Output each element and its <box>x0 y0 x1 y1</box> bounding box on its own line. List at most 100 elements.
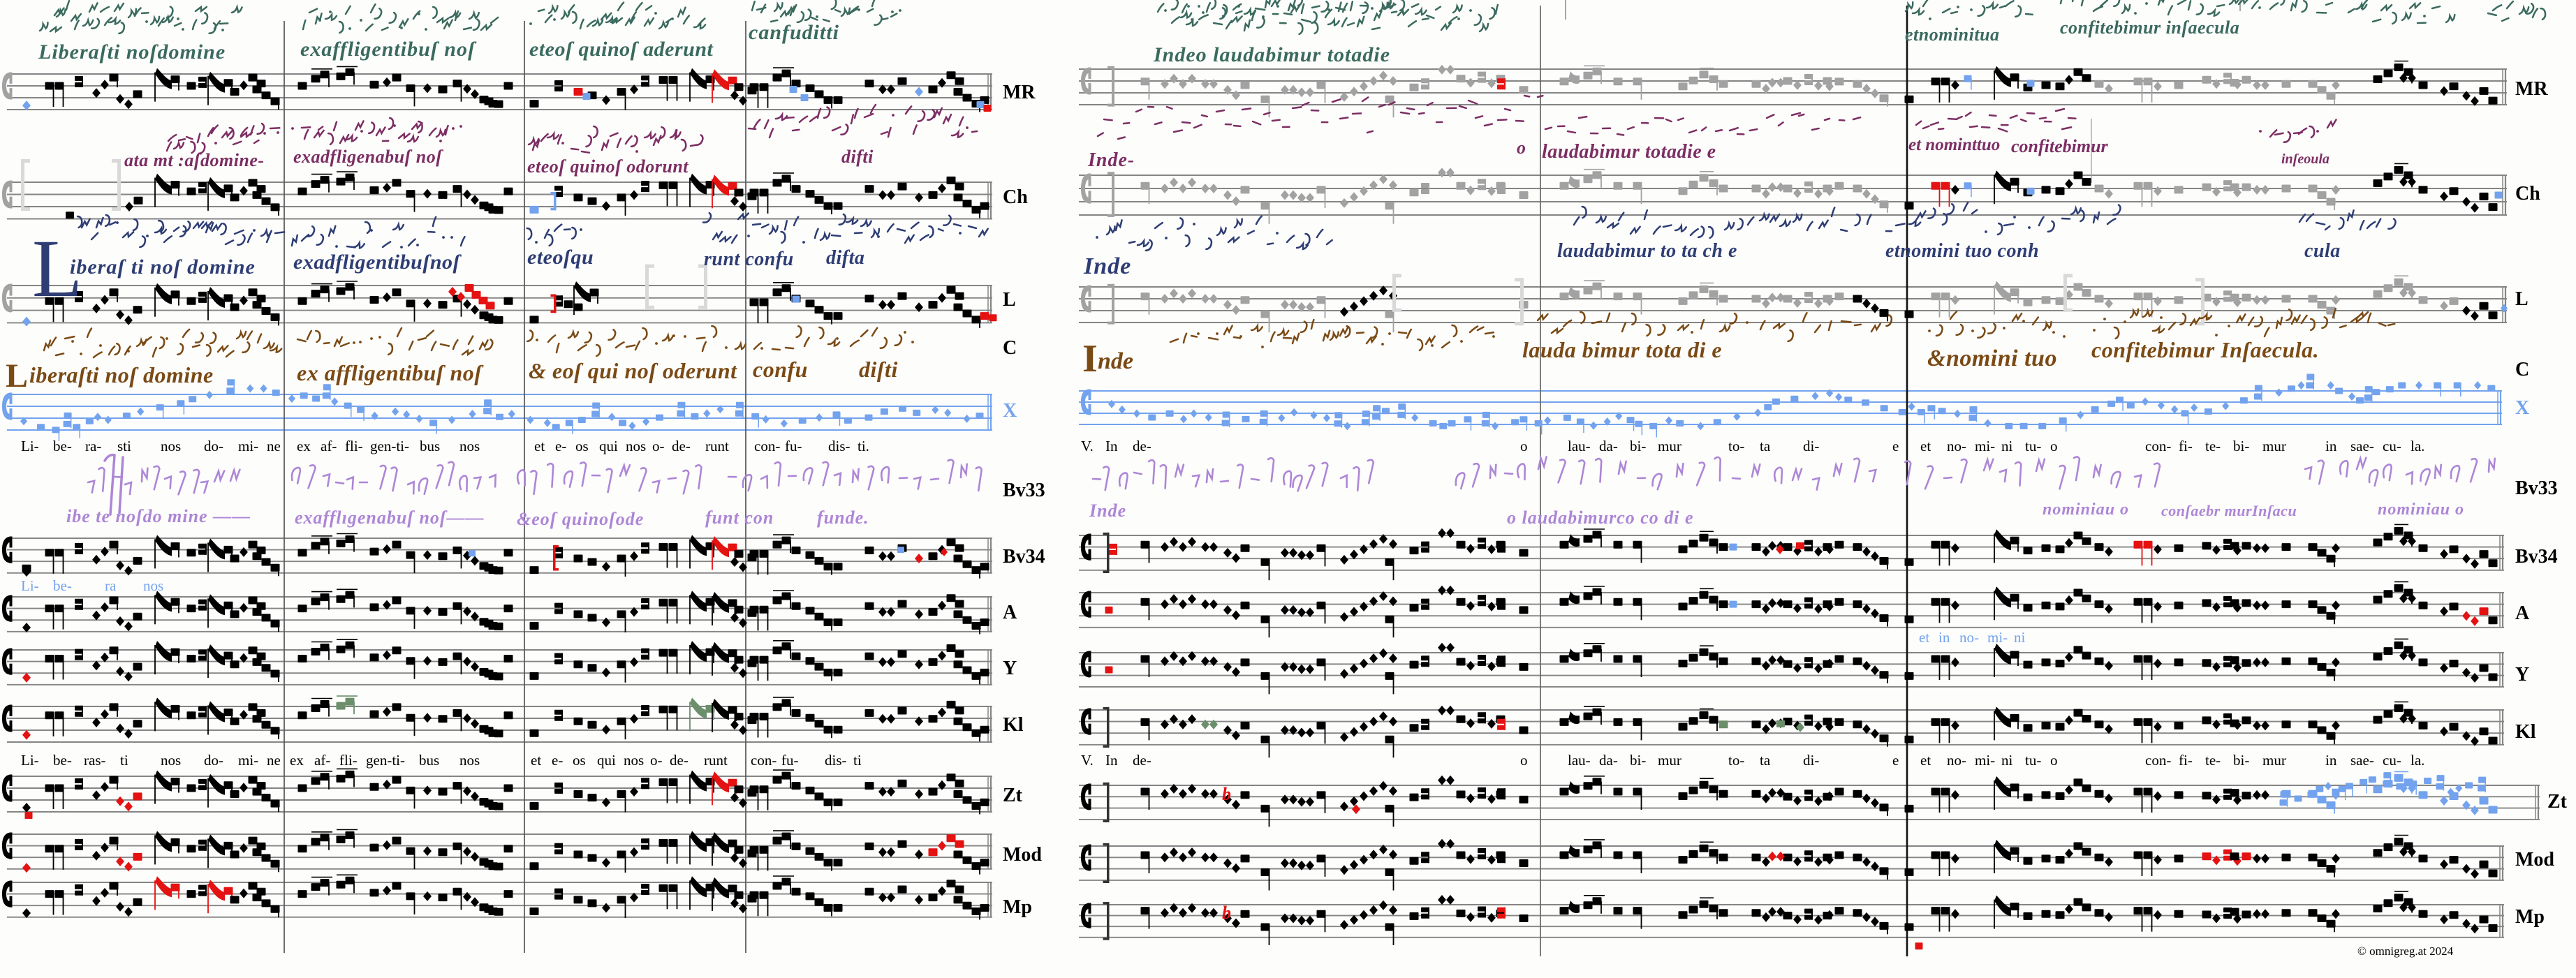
svg-text:de-: de- <box>1133 438 1151 454</box>
svg-text:exaffligentibuſ noſ: exaffligentibuſ noſ <box>300 38 477 61</box>
svg-text:de-: de- <box>670 752 689 769</box>
svg-text:ata mt :aſdomine-: ata mt :aſdomine- <box>124 150 265 170</box>
svg-text:fi-: fi- <box>2179 438 2193 454</box>
svg-text:fu-: fu- <box>781 752 799 769</box>
svg-text:to-: to- <box>1728 752 1744 769</box>
svg-text:ta: ta <box>1760 438 1771 454</box>
svg-text:eteoſqu: eteoſqu <box>527 246 594 269</box>
svg-text:to-: to- <box>1728 438 1744 454</box>
svg-text:runt confu: runt confu <box>704 249 794 270</box>
svg-text:la.: la. <box>2411 438 2424 454</box>
svg-text:no-: no- <box>1947 752 1966 769</box>
svg-text:sti: sti <box>117 438 131 454</box>
svg-text:Y: Y <box>1003 658 1017 679</box>
svg-text:bi-: bi- <box>1630 752 1646 769</box>
svg-text:difta: difta <box>826 247 864 269</box>
svg-text:cula: cula <box>2304 240 2341 262</box>
svg-text:in: in <box>1938 629 1950 646</box>
svg-text:confitebimur: confitebimur <box>2011 136 2109 156</box>
svg-text:o-: o- <box>652 438 665 454</box>
svg-text:os: os <box>575 438 589 454</box>
svg-text:ti: ti <box>853 752 862 769</box>
svg-text:cu-: cu- <box>2383 438 2401 454</box>
svg-text:ni: ni <box>2001 438 2013 454</box>
svg-text:nominiau o: nominiau o <box>2378 501 2464 519</box>
svg-text:et nominttuo: et nominttuo <box>1908 135 2000 154</box>
svg-text:o-: o- <box>650 752 663 769</box>
svg-text:b: b <box>1222 784 1231 804</box>
svg-text:e: e <box>1892 752 1899 769</box>
svg-text:Li-: Li- <box>21 438 39 454</box>
svg-text:o: o <box>1517 138 1526 158</box>
svg-text:eteoſ quinoſ aderunt: eteoſ quinoſ aderunt <box>529 38 714 61</box>
svg-text:bi-: bi- <box>2233 438 2249 454</box>
svg-text:qui: qui <box>599 438 618 454</box>
svg-text:nos: nos <box>626 438 646 454</box>
svg-text:C: C <box>1003 337 1017 359</box>
svg-text:os: os <box>573 752 586 769</box>
svg-text:Li-: Li- <box>21 752 39 769</box>
svg-text:Inde: Inde <box>1089 501 1126 521</box>
svg-text:nos: nos <box>459 438 480 454</box>
svg-text:&eoſ quinoſode: &eoſ quinoſode <box>517 509 644 529</box>
svg-text:confu: confu <box>753 357 808 382</box>
svg-text:laudabimur to ta ch e: laudabimur to ta ch e <box>1557 240 1737 262</box>
svg-text:dis-: dis- <box>828 438 851 454</box>
svg-text:Y: Y <box>2515 664 2529 686</box>
svg-text:con-: con- <box>2145 752 2171 769</box>
svg-text:fi-: fi- <box>2179 752 2193 769</box>
svg-text:Ch: Ch <box>1003 186 1028 208</box>
svg-text:da-: da- <box>1599 438 1618 454</box>
svg-text:ti: ti <box>120 752 128 769</box>
svg-text:mur: mur <box>1658 752 1681 769</box>
svg-text:Ch: Ch <box>2515 183 2540 205</box>
svg-text:Mp: Mp <box>2515 906 2545 928</box>
svg-text:de-: de- <box>1133 752 1151 769</box>
svg-text:bi-: bi- <box>2233 752 2249 769</box>
svg-text:mur: mur <box>2262 438 2286 454</box>
svg-text:mi-: mi- <box>238 752 258 769</box>
svg-text:Inde: Inde <box>1083 253 1131 279</box>
svg-text:difti: difti <box>841 147 874 167</box>
svg-text:mur: mur <box>1658 438 1681 454</box>
svg-text:ex: ex <box>290 752 304 769</box>
svg-text:Kl: Kl <box>2515 721 2536 743</box>
svg-text:et: et <box>1920 752 1931 769</box>
svg-text:mur: mur <box>2262 752 2286 769</box>
svg-text:di-: di- <box>1803 438 1819 454</box>
svg-text:no-: no- <box>1959 629 1979 646</box>
svg-text:o: o <box>1520 438 1528 454</box>
svg-text:la.: la. <box>2411 752 2424 769</box>
svg-text:laudabimur totadie e: laudabimur totadie e <box>1542 141 1716 163</box>
svg-text:dis-: dis- <box>825 752 847 769</box>
svg-text:nos: nos <box>161 438 181 454</box>
svg-text:et: et <box>531 752 541 769</box>
svg-text:nos: nos <box>459 752 480 769</box>
svg-text:Mp: Mp <box>1003 896 1032 918</box>
svg-text:diſti: diſti <box>859 357 898 382</box>
svg-text:V.: V. <box>1081 438 1094 454</box>
svg-text:runt: runt <box>704 752 728 769</box>
svg-text:lau-: lau- <box>1568 438 1591 454</box>
svg-text:Inde-: Inde- <box>1087 149 1135 171</box>
svg-text:nos: nos <box>161 752 181 769</box>
svg-text:funde.: funde. <box>817 507 869 528</box>
svg-text:mi-: mi- <box>238 438 258 454</box>
svg-text:exadfligenabuſ noſ: exadfligenabuſ noſ <box>293 147 443 167</box>
svg-text:ne: ne <box>267 438 281 454</box>
svg-text:exadfligentibuſnoſ: exadfligentibuſnoſ <box>293 251 462 274</box>
svg-text:Bv33: Bv33 <box>2515 477 2558 499</box>
svg-text:ra-: ra- <box>85 438 101 454</box>
svg-text:e: e <box>1892 438 1899 454</box>
svg-text:iberaſ ti noſ domine: iberaſ ti noſ domine <box>70 255 256 279</box>
svg-text:ra: ra <box>105 577 117 594</box>
svg-text:ta: ta <box>1760 752 1771 769</box>
svg-text:confitebimur Inſaecula.: confitebimur Inſaecula. <box>2091 337 2319 362</box>
svg-text:canfuditti: canfuditti <box>749 21 839 44</box>
svg-text:et: et <box>534 438 545 454</box>
svg-text:mi-: mi- <box>1975 752 1995 769</box>
svg-text:con-: con- <box>2145 438 2171 454</box>
svg-text:ex affligentibuſ noſ: ex affligentibuſ noſ <box>297 360 484 385</box>
svg-text:sae-: sae- <box>2350 752 2374 769</box>
svg-text:Li-: Li- <box>21 577 39 594</box>
